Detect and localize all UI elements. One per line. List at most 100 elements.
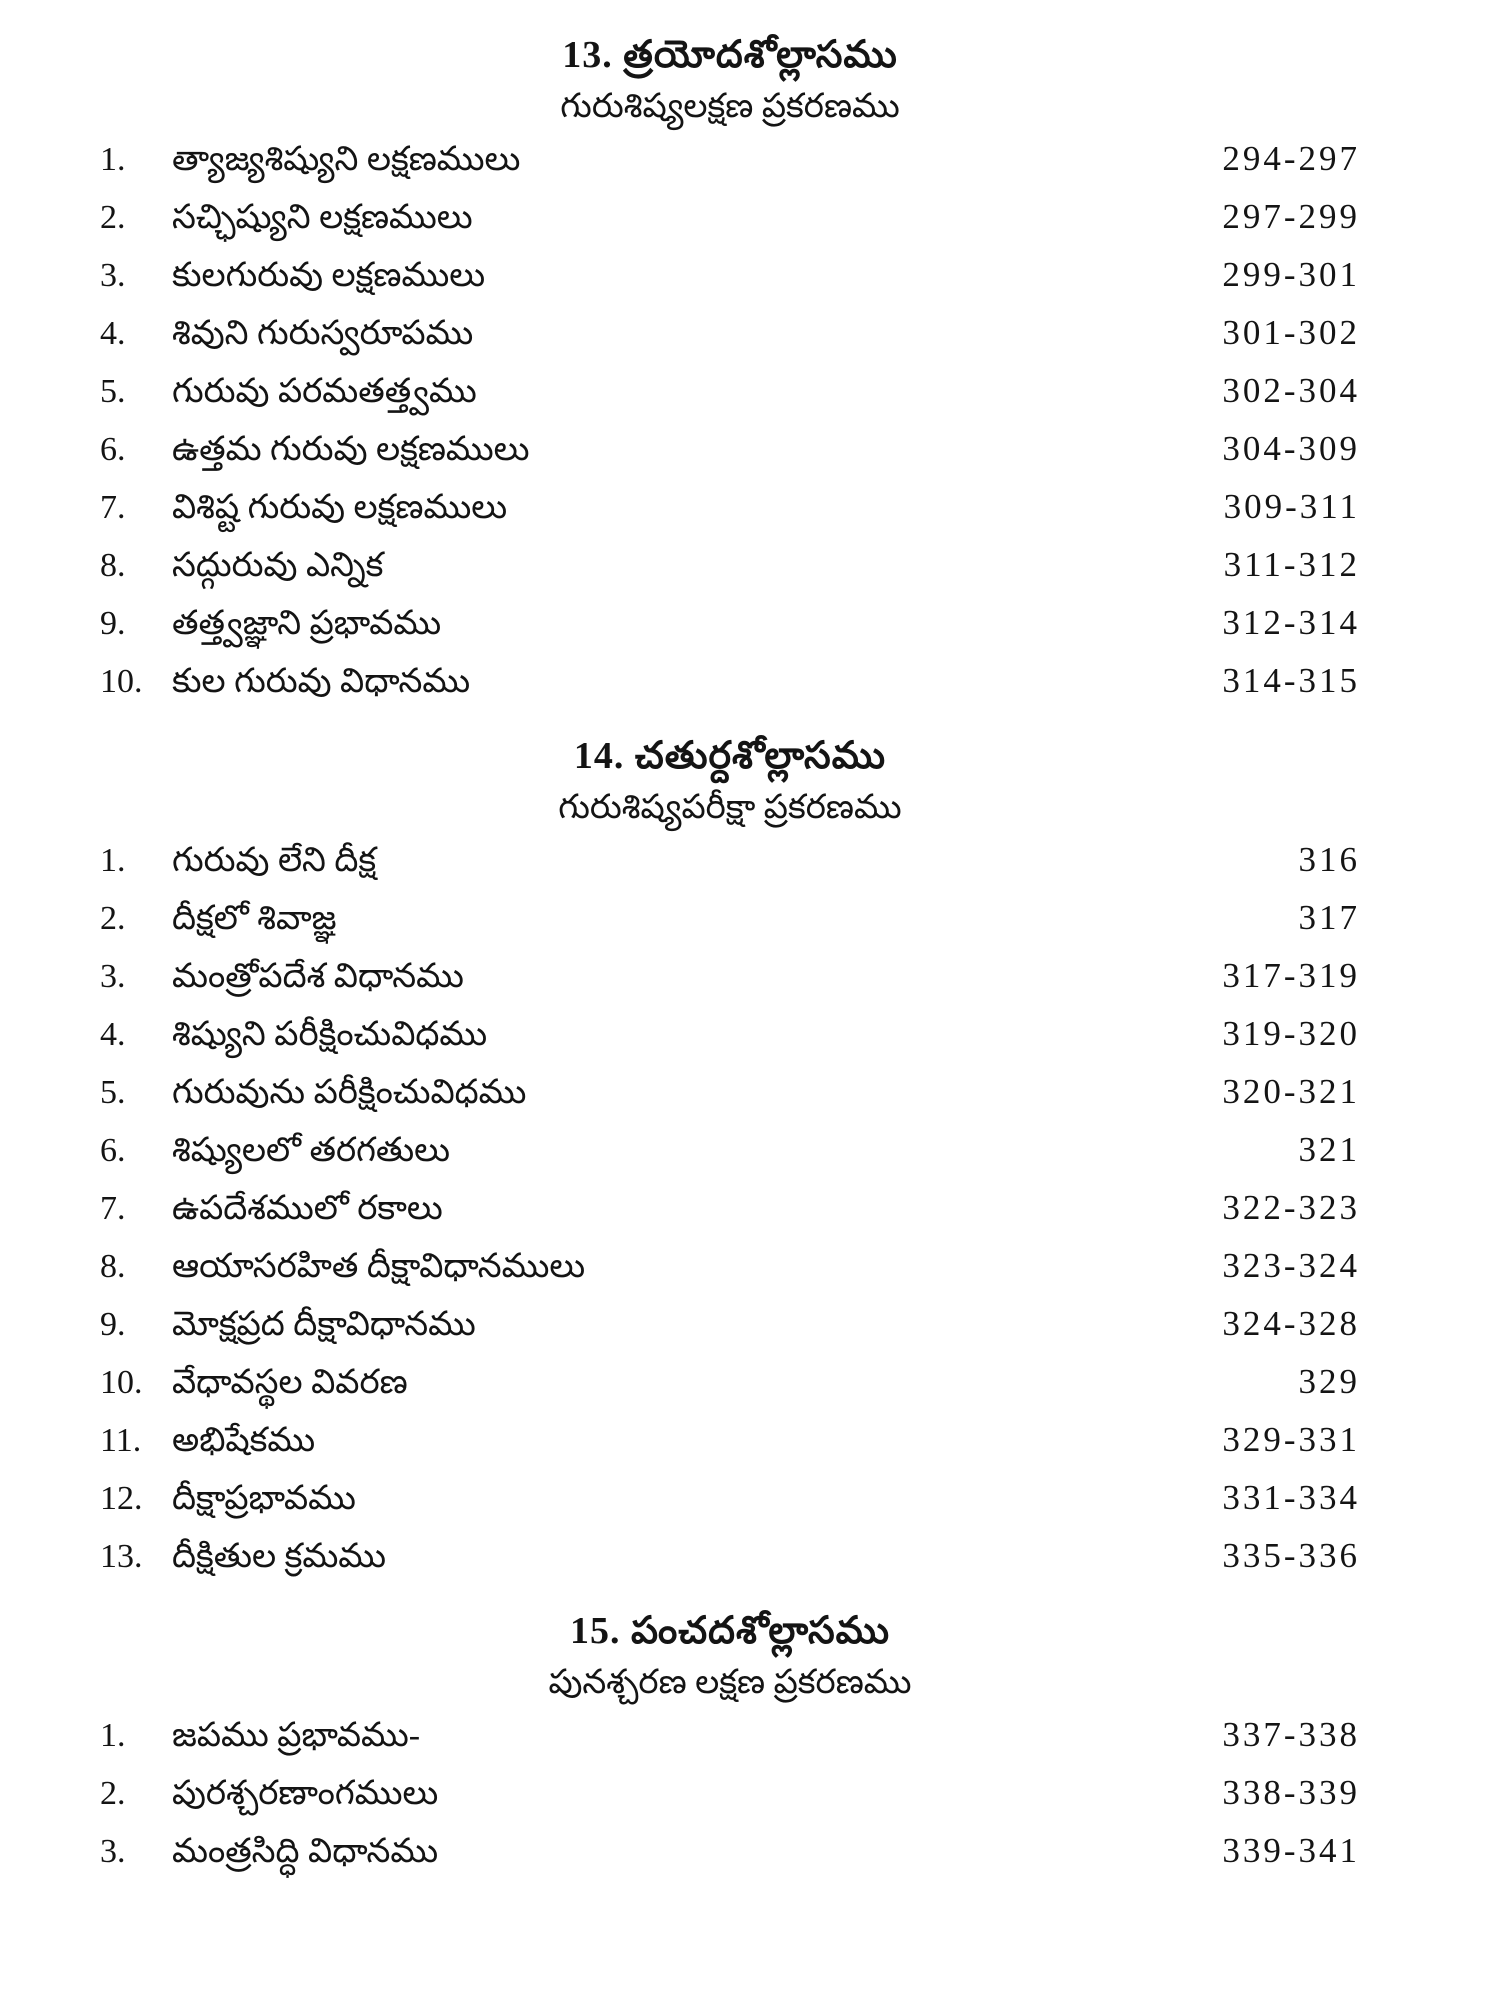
section-13-heading: 13. త్రయోదశోల్లాసము: [562, 34, 898, 76]
toc-row-pages: 314-315: [1222, 661, 1360, 701]
toc-row-pages: 294-297: [1222, 139, 1360, 179]
toc-row-number: 6.: [100, 1132, 126, 1170]
toc-row: 5. గురువును పరీక్షించువిధము 320-321: [100, 1072, 1360, 1130]
toc-row: 3. మంత్రసిద్ధి విధానము 339-341: [100, 1831, 1360, 1889]
toc-row: 3. కులగురువు లక్షణములు 299-301: [100, 255, 1360, 313]
toc-row-pages: 321: [1298, 1130, 1360, 1170]
toc-row-title: కులగురువు లక్షణములు: [172, 257, 486, 295]
toc-row-pages: 323-324: [1222, 1246, 1360, 1286]
toc-row: 1. త్యాజ్యశిష్యుని లక్షణములు 294-297: [100, 139, 1360, 197]
toc-row-number: 5.: [100, 1074, 126, 1112]
toc-row-title: ఉత్తమ గురువు లక్షణములు: [172, 431, 530, 469]
toc-row-number: 1.: [100, 141, 126, 179]
section-14-rows: 1. గురువు లేని దీక్ష 316 2. దీక్షలో శివా…: [100, 840, 1360, 1594]
toc-row-pages: 301-302: [1222, 313, 1360, 353]
toc-row-title: మంత్రోపదేశ విధానము: [172, 958, 464, 996]
toc-row-pages: 302-304: [1222, 371, 1360, 411]
toc-row-number: 3.: [100, 257, 126, 295]
toc-row: 9. మోక్షప్రద దీక్షావిధానము 324-328: [100, 1304, 1360, 1362]
section-divider: [100, 1594, 1360, 1610]
toc-row-title: అభిషేకము: [172, 1422, 316, 1460]
toc-row-pages: 322-323: [1222, 1188, 1360, 1228]
toc-row: 4. శివుని గురుస్వరూపము 301-302: [100, 313, 1360, 371]
toc-row: 4. శిష్యుని పరీక్షించువిధము 319-320: [100, 1014, 1360, 1072]
toc-row-title: వేధావస్థల వివరణ: [172, 1364, 408, 1402]
toc-row-number: 9.: [100, 1306, 126, 1344]
toc-row-title: శిష్యుని పరీక్షించువిధము: [172, 1016, 488, 1054]
toc-row-pages: 311-312: [1223, 545, 1360, 585]
toc-row: 5. గురువు పరమతత్త్వము 302-304: [100, 371, 1360, 429]
toc-row-title: విశిష్ట గురువు లక్షణములు: [172, 489, 508, 527]
toc-row: 9. తత్త్వజ్ఞాని ప్రభావము 312-314: [100, 603, 1360, 661]
section-14: 14. చతుర్దశోల్లాసము గురుశిష్యపరీక్షా ప్ర…: [100, 735, 1360, 1594]
toc-row-number: 3.: [100, 958, 126, 996]
toc-row-number: 1.: [100, 1717, 126, 1755]
toc-row-number: 3.: [100, 1833, 126, 1871]
toc-row-pages: 299-301: [1222, 255, 1360, 295]
toc-row: 2. పురశ్చరణాంగములు 338-339: [100, 1773, 1360, 1831]
toc-row-number: 2.: [100, 900, 126, 938]
toc-row-title: ఉపదేశములో రకాలు: [172, 1190, 443, 1228]
toc-row-title: శివుని గురుస్వరూపము: [172, 315, 474, 353]
toc-row-number: 5.: [100, 373, 126, 411]
toc-row-pages: 319-320: [1222, 1014, 1360, 1054]
toc-row: 13. దీక్షితుల క్రమము 335-336: [100, 1536, 1360, 1594]
toc-row-pages: 329-331: [1222, 1420, 1360, 1460]
toc-row-pages: 338-339: [1222, 1773, 1360, 1813]
toc-row: 8. సద్గురువు ఎన్నిక 311-312: [100, 545, 1360, 603]
toc-row-number: 10.: [100, 1364, 143, 1402]
section-13-rows: 1. త్యాజ్యశిష్యుని లక్షణములు 294-297 2. …: [100, 139, 1360, 719]
toc-row: 11. అభిషేకము 329-331: [100, 1420, 1360, 1478]
toc-row-number: 2.: [100, 1775, 126, 1813]
toc-row-title: పురశ్చరణాంగములు: [172, 1775, 439, 1813]
toc-row-number: 10.: [100, 663, 143, 701]
toc-row-number: 8.: [100, 547, 126, 585]
section-13-subtitle: గురుశిష్యలక్షణ ప్రకరణము: [560, 87, 900, 125]
section-15-subtitle: పునశ్చరణ లక్షణ ప్రకరణము: [548, 1663, 912, 1701]
toc-row-title: దీక్షలో శివాజ్ఞ: [172, 900, 337, 938]
toc-row-title: గురువు లేని దీక్ష: [172, 842, 377, 880]
toc-row-number: 4.: [100, 315, 126, 353]
toc-row-title: దీక్షాప్రభావము: [172, 1480, 356, 1518]
toc-row-title: మోక్షప్రద దీక్షావిధానము: [172, 1306, 476, 1344]
toc-row-pages: 339-341: [1222, 1831, 1360, 1871]
toc-row: 7. విశిష్ట గురువు లక్షణములు 309-311: [100, 487, 1360, 545]
toc-row-title: కుల గురువు విధానము: [172, 663, 471, 701]
toc-row-pages: 317-319: [1222, 956, 1360, 996]
toc-row-title: ఆయాసరహిత దీక్షావిధానములు: [172, 1248, 586, 1286]
toc-row-number: 11.: [100, 1422, 142, 1460]
toc-row-pages: 316: [1298, 840, 1360, 880]
toc-row-title: జపము ప్రభావము-: [172, 1717, 421, 1755]
section-15: 15. పంచదశోల్లాసము పునశ్చరణ లక్షణ ప్రకరణమ…: [100, 1610, 1360, 1889]
section-15-heading: 15. పంచదశోల్లాసము: [569, 1610, 891, 1653]
section-14-subtitle: గురుశిష్యపరీక్షా ప్రకరణము: [558, 788, 902, 826]
toc-row-number: 9.: [100, 605, 126, 643]
toc-row-number: 12.: [100, 1480, 143, 1518]
toc-row-title: శిష్యులలో తరగతులు: [172, 1132, 451, 1170]
toc-row-number: 13.: [100, 1538, 143, 1576]
toc-row-pages: 317: [1298, 898, 1360, 938]
toc-row-pages: 320-321: [1222, 1072, 1360, 1112]
toc-row-pages: 329: [1298, 1362, 1360, 1402]
toc-row-pages: 331-334: [1222, 1478, 1360, 1518]
toc-row-pages: 297-299: [1222, 197, 1360, 237]
toc-row-pages: 309-311: [1223, 487, 1360, 527]
toc-row: 1. గురువు లేని దీక్ష 316: [100, 840, 1360, 898]
toc-row-number: 2.: [100, 199, 126, 237]
section-divider: [100, 719, 1360, 735]
toc-row-title: సచ్ఛిష్యుని లక్షణములు: [172, 199, 473, 237]
toc-row-title: మంత్రసిద్ధి విధానము: [172, 1833, 439, 1871]
toc-row-title: సద్గురువు ఎన్నిక: [172, 547, 384, 585]
toc-row-title: త్యాజ్యశిష్యుని లక్షణములు: [172, 141, 521, 179]
toc-row-title: తత్త్వజ్ఞాని ప్రభావము: [172, 605, 442, 643]
toc-row: 3. మంత్రోపదేశ విధానము 317-319: [100, 956, 1360, 1014]
toc-row: 1. జపము ప్రభావము- 337-338: [100, 1715, 1360, 1773]
toc-row-title: దీక్షితుల క్రమము: [172, 1538, 387, 1576]
toc-row: 10. కుల గురువు విధానము 314-315: [100, 661, 1360, 719]
toc-row-pages: 304-309: [1222, 429, 1360, 469]
section-15-rows: 1. జపము ప్రభావము- 337-338 2. పురశ్చరణాంగ…: [100, 1715, 1360, 1889]
toc-row-pages: 312-314: [1222, 603, 1360, 643]
toc-row-pages: 324-328: [1222, 1304, 1360, 1344]
toc-row-number: 6.: [100, 431, 126, 469]
